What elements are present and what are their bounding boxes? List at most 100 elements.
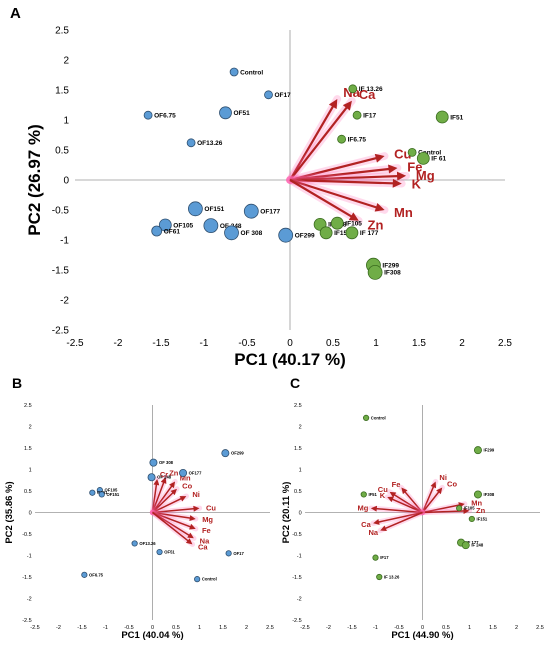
y-tick-label: 0.5 <box>55 146 69 157</box>
x-axis-title: PC1 (44.90 %) <box>391 630 453 641</box>
loading-arrow <box>152 511 192 538</box>
y-tick-label: -2.5 <box>22 618 31 624</box>
data-point <box>156 548 163 556</box>
y-tick-label: 0.5 <box>24 489 32 495</box>
data-point <box>229 67 239 77</box>
y-tick-label: -0.5 <box>292 532 301 538</box>
data-point <box>376 573 383 581</box>
y-tick-label: 0 <box>63 176 69 187</box>
data-point <box>194 576 201 583</box>
point-label: Control <box>418 150 441 157</box>
point-label: IF51 <box>368 492 377 497</box>
x-tick-label: -0.5 <box>124 625 133 631</box>
data-point <box>151 225 163 237</box>
point-label: OF299 <box>295 232 315 239</box>
point-label: OF61 <box>164 228 181 235</box>
point-label: OF299 <box>231 451 244 456</box>
point-label: OF17 <box>233 551 244 556</box>
loading-arrow <box>403 489 424 513</box>
loading-arrowhead <box>189 515 196 522</box>
loading-label: Cu <box>394 147 411 162</box>
data-point <box>149 458 158 467</box>
loading-arrow <box>383 511 423 530</box>
point-label: Control <box>240 69 263 76</box>
y-tick-label: -2.5 <box>52 326 70 337</box>
point-label: IF 61 <box>431 156 446 163</box>
point-label: OF 248 <box>157 475 172 480</box>
data-point <box>264 90 273 100</box>
loading-arrowhead <box>179 496 187 502</box>
data-point <box>352 110 362 120</box>
point-label: IF308 <box>384 270 401 277</box>
loading-arrowhead <box>153 478 160 486</box>
loading-arrow <box>151 482 158 513</box>
loading-arrowhead <box>160 477 167 484</box>
loading-label: Fe <box>392 480 401 489</box>
data-point <box>337 134 347 144</box>
data-point <box>473 490 482 499</box>
y-tick-label: -2 <box>297 596 302 602</box>
data-point <box>203 218 219 234</box>
data-point <box>147 473 156 482</box>
data-point <box>407 147 417 157</box>
data-point <box>187 201 203 217</box>
point-label: OF177 <box>260 208 280 215</box>
x-tick-label: -2.5 <box>300 625 309 631</box>
loading-arrow <box>152 507 196 514</box>
y-tick-label: 2.5 <box>294 403 302 409</box>
loading-arrowhead <box>193 505 200 512</box>
point-label: IF105 <box>464 506 475 511</box>
panel-a: A -2.5 -2 -1.5 -1 -0.5 0 0.5 1 1.5 2 2.5 2.5 2 1.5 1 0.5… <box>10 5 512 369</box>
loading-arrowhead <box>387 496 394 503</box>
data-point <box>367 264 383 280</box>
loading-arrowhead <box>401 487 408 495</box>
y-tick-label: 2.5 <box>55 26 69 37</box>
loading-arrow <box>289 156 380 182</box>
x-tick-label: 2.5 <box>266 625 274 631</box>
loading-arrow <box>374 507 423 514</box>
x-tick-label: 0.5 <box>442 625 450 631</box>
loading-arrow <box>152 511 193 529</box>
data-point <box>319 226 333 240</box>
y-tick-label: -2 <box>60 296 69 307</box>
point-label: OF 308 <box>159 460 174 465</box>
loading-arrowhead <box>373 519 380 525</box>
data-point <box>143 110 153 120</box>
y-tick-label: 1.5 <box>55 86 69 97</box>
x-tick-label: -1.5 <box>152 338 170 349</box>
loading-arrow <box>152 497 184 514</box>
panel-letter: C <box>290 375 300 391</box>
loading-label: Co <box>447 480 457 489</box>
point-label: OF6.75 <box>89 572 104 577</box>
point-label: OF177 <box>189 470 202 475</box>
data-point <box>345 226 359 240</box>
data-point <box>221 449 230 458</box>
point-label: Control <box>371 415 386 420</box>
x-tick-label: 0 <box>287 338 293 349</box>
loading-arrow <box>151 480 166 513</box>
x-tick-label: -2 <box>56 625 61 631</box>
data-point <box>243 203 259 219</box>
x-tick-label: 2.5 <box>536 625 544 631</box>
loading-label: Mg <box>202 515 213 524</box>
x-tick-label: 1 <box>198 625 201 631</box>
x-tick-label: 2 <box>515 625 518 631</box>
loading-label: Mn <box>180 474 191 483</box>
y-tick-label: 2 <box>299 424 302 430</box>
data-point <box>416 151 430 165</box>
point-label: IF308 <box>484 492 495 497</box>
point-label: IF 177 <box>360 230 379 237</box>
point-label: IF51 <box>450 114 463 121</box>
loading-label: Mn <box>394 205 413 220</box>
y-tick-label: 1 <box>299 467 302 473</box>
data-point <box>468 515 475 523</box>
x-axis-title: PC1 (40.17 %) <box>234 350 346 369</box>
loading-arrow <box>421 489 441 513</box>
x-tick-label: 1.5 <box>412 338 426 349</box>
loading-arrow <box>289 174 401 182</box>
loading-arrowhead <box>463 508 470 514</box>
loading-arrow <box>289 103 336 181</box>
point-label: IF 248 <box>471 543 484 548</box>
loading-label: Fe <box>202 526 211 535</box>
